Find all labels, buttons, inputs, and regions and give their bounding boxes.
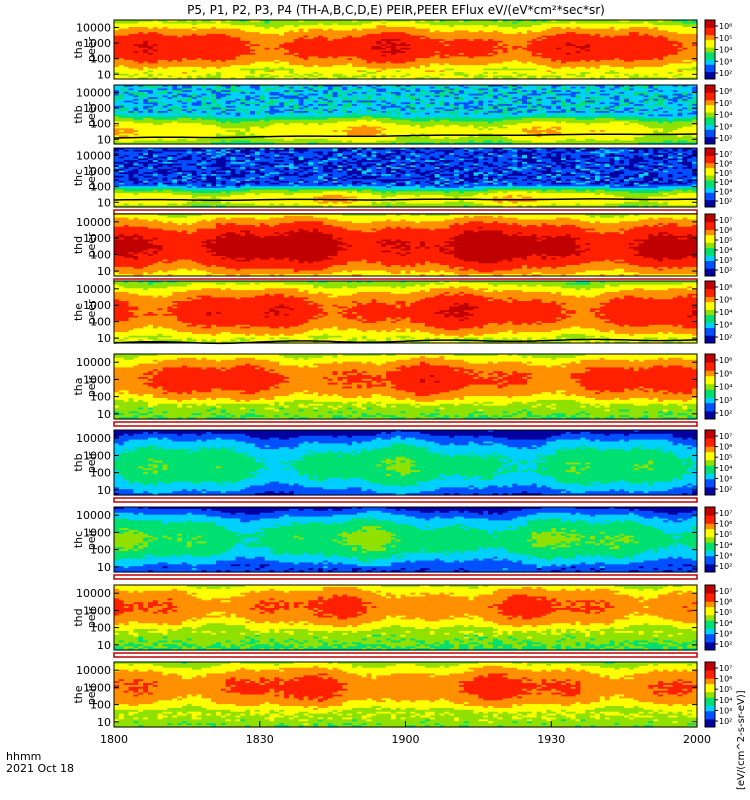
heatmap-cells xyxy=(114,20,698,80)
chart-title: P5, P1, P2, P3, P4 (TH-A,B,C,D,E) PEIR,P… xyxy=(187,3,605,17)
